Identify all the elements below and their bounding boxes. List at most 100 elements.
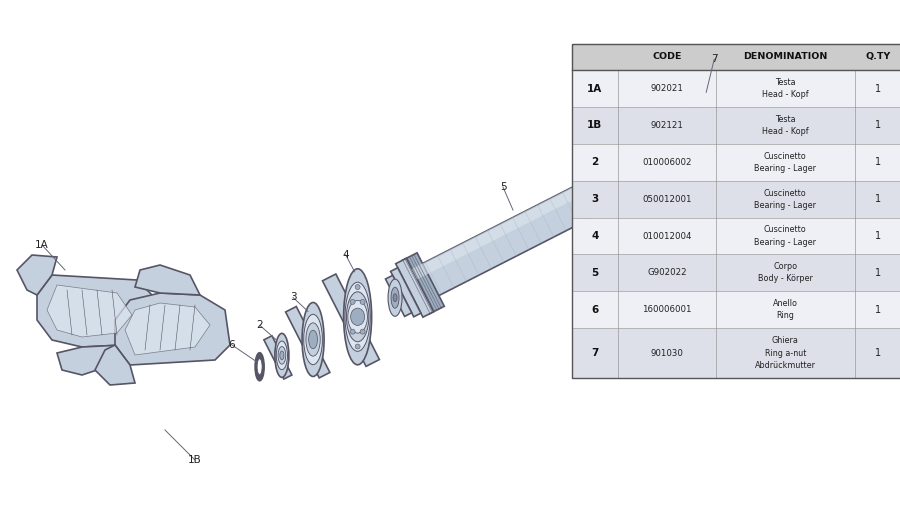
Polygon shape	[264, 336, 292, 379]
Text: 1: 1	[876, 157, 881, 167]
Text: Q.TY: Q.TY	[866, 52, 891, 61]
Text: 7: 7	[591, 348, 599, 358]
Bar	[572, 70, 900, 107]
Text: 1: 1	[876, 120, 881, 131]
Ellipse shape	[351, 308, 364, 326]
Text: 010006002: 010006002	[643, 158, 691, 167]
Ellipse shape	[695, 166, 698, 168]
Polygon shape	[95, 345, 135, 385]
Ellipse shape	[692, 154, 695, 157]
Ellipse shape	[303, 314, 322, 365]
Ellipse shape	[278, 347, 285, 364]
Bar	[572, 291, 900, 328]
Bar	[572, 44, 900, 70]
Text: Testa
Head - Kopf: Testa Head - Kopf	[762, 78, 808, 99]
Ellipse shape	[274, 333, 289, 377]
Text: 1B: 1B	[188, 455, 202, 465]
Ellipse shape	[669, 151, 679, 161]
Polygon shape	[57, 345, 122, 375]
Text: 4: 4	[591, 231, 599, 241]
Text: 3: 3	[290, 292, 296, 303]
Text: 1A: 1A	[35, 240, 49, 250]
Ellipse shape	[360, 300, 365, 305]
Ellipse shape	[347, 301, 367, 333]
Text: 6: 6	[229, 340, 235, 350]
Text: 1: 1	[876, 194, 881, 204]
Text: 902121: 902121	[651, 121, 683, 130]
Polygon shape	[37, 275, 152, 347]
Polygon shape	[412, 169, 613, 280]
Text: 902021: 902021	[651, 84, 683, 93]
Text: 1: 1	[876, 231, 881, 241]
Text: 6: 6	[591, 305, 599, 315]
Text: 160006001: 160006001	[643, 305, 691, 314]
Text: 1: 1	[876, 268, 881, 278]
Text: 1: 1	[876, 305, 881, 315]
Text: Cuscinetto
Bearing - Lager: Cuscinetto Bearing - Lager	[754, 152, 816, 173]
Text: Testa
Head - Kopf: Testa Head - Kopf	[762, 115, 808, 136]
Ellipse shape	[392, 287, 399, 308]
Polygon shape	[285, 307, 330, 378]
Polygon shape	[135, 265, 200, 295]
Ellipse shape	[393, 294, 397, 302]
Ellipse shape	[688, 116, 705, 173]
Bar	[572, 218, 900, 254]
Polygon shape	[396, 258, 434, 317]
Ellipse shape	[302, 303, 324, 376]
Ellipse shape	[255, 353, 264, 381]
Text: Anello
Ring: Anello Ring	[773, 299, 797, 321]
Text: 4: 4	[342, 250, 349, 260]
Ellipse shape	[698, 143, 701, 146]
Text: 5: 5	[591, 268, 599, 278]
Polygon shape	[391, 268, 421, 317]
Ellipse shape	[306, 323, 320, 356]
Text: 2: 2	[256, 321, 263, 330]
Polygon shape	[402, 253, 445, 314]
Ellipse shape	[388, 279, 402, 316]
Text: 3: 3	[591, 194, 599, 204]
Ellipse shape	[691, 127, 701, 161]
Polygon shape	[125, 303, 210, 355]
Polygon shape	[608, 154, 674, 201]
Ellipse shape	[360, 329, 365, 334]
Ellipse shape	[280, 351, 284, 360]
Text: 050012001: 050012001	[643, 195, 691, 204]
Text: 1: 1	[876, 348, 881, 358]
Ellipse shape	[356, 344, 360, 349]
Ellipse shape	[350, 329, 356, 334]
Ellipse shape	[344, 269, 372, 365]
Polygon shape	[687, 99, 707, 189]
Ellipse shape	[693, 163, 696, 165]
Text: 7: 7	[711, 54, 717, 65]
Bar	[572, 328, 900, 378]
Ellipse shape	[697, 163, 699, 165]
Text: CODE: CODE	[652, 52, 681, 61]
Text: 010012004: 010012004	[643, 231, 691, 241]
Text: 901030: 901030	[651, 349, 683, 357]
Text: 1A: 1A	[588, 83, 602, 94]
Polygon shape	[322, 274, 380, 367]
Ellipse shape	[698, 154, 700, 157]
Text: Ghiera
Ring a-nut
Abdrückmutter: Ghiera Ring a-nut Abdrückmutter	[755, 336, 815, 370]
Polygon shape	[17, 255, 57, 295]
Text: 1B: 1B	[588, 120, 602, 131]
Bar	[572, 107, 900, 144]
Bar	[572, 144, 900, 181]
Ellipse shape	[345, 282, 370, 351]
Bar	[572, 181, 900, 218]
Text: DENOMINATION: DENOMINATION	[743, 52, 827, 61]
Polygon shape	[412, 169, 625, 301]
Text: Cuscinetto
Bearing - Lager: Cuscinetto Bearing - Lager	[754, 188, 816, 210]
Polygon shape	[47, 285, 132, 337]
Text: 2: 2	[591, 157, 599, 167]
Polygon shape	[385, 275, 411, 316]
Text: 5: 5	[500, 182, 507, 192]
Text: G902022: G902022	[647, 268, 687, 278]
Text: 1: 1	[876, 83, 881, 94]
Ellipse shape	[356, 285, 360, 289]
Ellipse shape	[350, 300, 356, 305]
Bar	[572, 254, 900, 291]
Polygon shape	[115, 293, 230, 365]
Ellipse shape	[309, 330, 318, 349]
Ellipse shape	[257, 359, 262, 375]
